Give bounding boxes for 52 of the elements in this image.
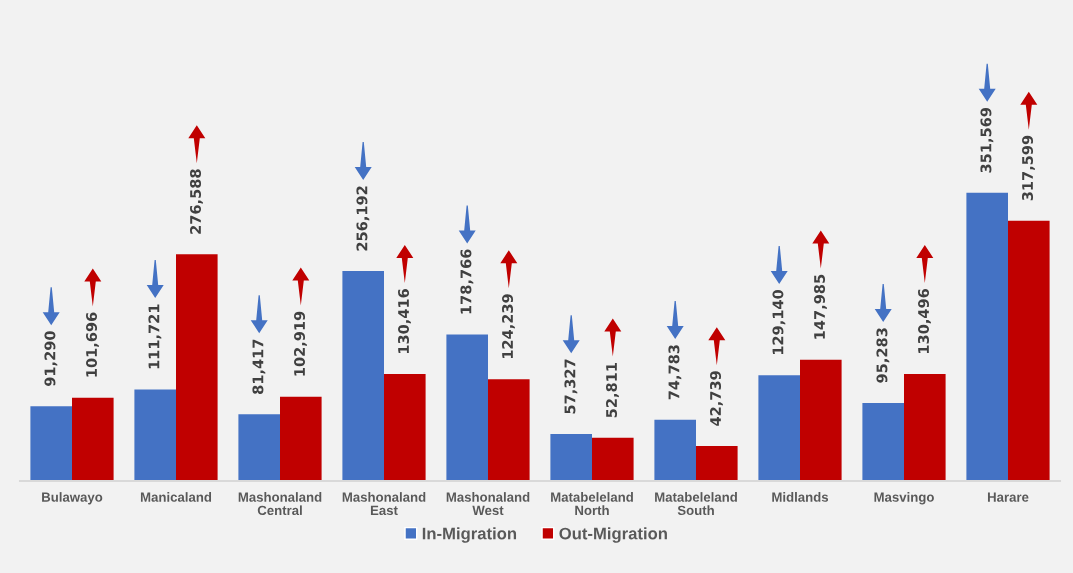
data-label: 256,192: [356, 186, 370, 251]
data-label: 101,696: [86, 312, 99, 377]
x-tick-label: Mashonaland Central: [238, 492, 322, 516]
bar: [800, 359, 842, 481]
bar: [238, 414, 280, 481]
data-label: 74,783: [668, 345, 682, 400]
bar: [72, 397, 114, 481]
bar: [696, 445, 738, 481]
x-tick-label: Matabeleland South: [655, 492, 737, 516]
x-tick-label: Matabeleland North: [551, 492, 633, 516]
bar: [966, 192, 1008, 481]
legend-label: Out-Migration: [559, 527, 667, 543]
data-label: 124,239: [502, 294, 515, 359]
bar: [342, 271, 384, 481]
bar: [550, 434, 592, 481]
data-label: 52,811: [606, 363, 619, 418]
bar: [862, 402, 904, 481]
bar: [30, 406, 72, 481]
bar: [488, 379, 530, 481]
data-label: 130,496: [918, 288, 931, 353]
bar: [654, 419, 696, 481]
data-label: 147,985: [814, 274, 827, 339]
x-tick-label: Harare: [987, 492, 1029, 502]
data-label: 178,766: [460, 249, 474, 314]
data-label: 91,290: [44, 331, 58, 386]
bar: [904, 374, 946, 481]
legend-label: In-Migration: [422, 527, 517, 543]
bar: [446, 334, 488, 481]
data-label: 95,283: [876, 328, 890, 383]
bar: [134, 389, 176, 481]
data-label: 351,569: [980, 107, 994, 173]
data-label: 129,140: [772, 290, 786, 355]
x-tick-label: Masvingo: [874, 492, 934, 505]
x-tick-label: Mashonaland East: [342, 492, 426, 516]
x-tick-label: Bulawayo: [42, 492, 103, 505]
x-tick-label: Manicaland: [140, 492, 212, 502]
data-label: 317,599: [1022, 135, 1035, 201]
bar: [758, 375, 800, 481]
bar: [1008, 220, 1050, 481]
bar: [384, 374, 426, 481]
bar: [176, 254, 218, 481]
x-tick-label: Midlands: [772, 492, 829, 502]
bar: [592, 437, 634, 481]
data-label: 276,588: [190, 169, 203, 234]
data-label: 81,417: [252, 339, 266, 394]
bar: [280, 396, 322, 481]
data-label: 102,919: [294, 311, 307, 376]
data-label: 42,739: [710, 371, 723, 426]
data-label: 111,721: [148, 304, 162, 369]
data-label: 130,416: [398, 289, 411, 354]
x-tick-label: Mashonaland West: [446, 492, 530, 516]
data-label: 57,327: [564, 359, 578, 414]
